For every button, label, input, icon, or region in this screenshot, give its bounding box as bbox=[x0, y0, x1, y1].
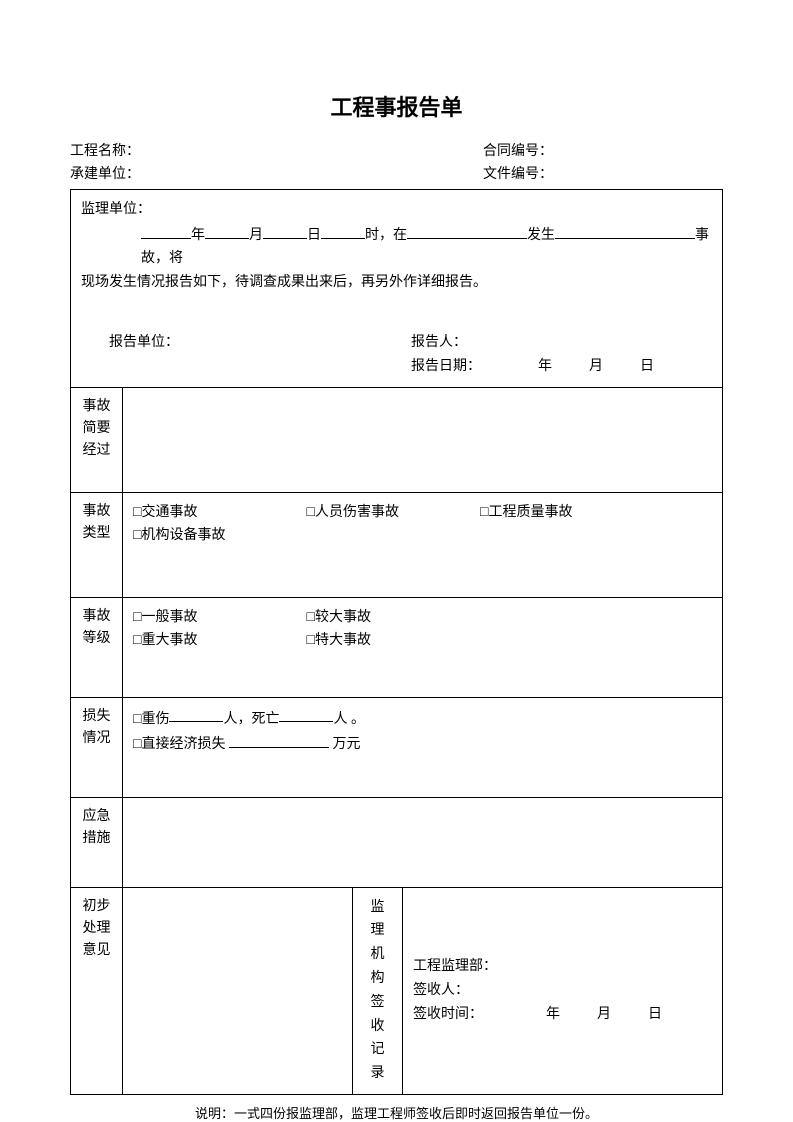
label-type-text: 事故类型 bbox=[83, 501, 111, 546]
chk-general[interactable]: □一般事故 bbox=[133, 606, 303, 630]
label-brief: 事故简要经过 bbox=[71, 387, 123, 492]
blank-hour[interactable] bbox=[321, 222, 365, 239]
label-emerg-text: 应急措施 bbox=[83, 806, 111, 851]
label-level: 事故等级 bbox=[71, 597, 123, 697]
cell-type: □交通事故 □人员伤害事故 □工程质量事故 □机构设备事故 bbox=[123, 492, 723, 597]
so-time-row: 签收时间： 年 月 日 bbox=[413, 1003, 712, 1027]
cell-signoff: 工程监理部： 签收人： 签收时间： 年 月 日 bbox=[403, 887, 723, 1094]
loss-people2: 人 。 bbox=[333, 711, 365, 726]
so-l1: 监 理 bbox=[363, 896, 392, 944]
report-unit-label: 报告单位： bbox=[81, 331, 411, 379]
label-opinion-text: 初步处理意见 bbox=[83, 896, 111, 963]
supervisor-label: 监理单位： bbox=[81, 198, 712, 222]
cell-emerg[interactable] bbox=[123, 797, 723, 887]
loss-people1: 人，死亡 bbox=[223, 711, 279, 726]
incident-line-2: 现场发生情况报告如下，待调查成果出来后，再另外作详细报告。 bbox=[81, 271, 712, 295]
cell-level: □一般事故 □较大事故 □重大事故 □特大事故 bbox=[123, 597, 723, 697]
chk-major[interactable]: □重大事故 bbox=[133, 629, 303, 653]
footer-note: 说明：一式四份报监理部，监理工程师签收后即时返回报告单位一份。 bbox=[70, 1103, 723, 1122]
blank-death[interactable] bbox=[279, 706, 333, 723]
rd-day: 日 bbox=[640, 359, 654, 374]
loss-econ-unit: 万元 bbox=[332, 737, 360, 752]
reporter-label: 报告人： bbox=[411, 331, 712, 355]
chk-quality[interactable]: □工程质量事故 bbox=[480, 501, 650, 525]
blank-year[interactable] bbox=[141, 222, 191, 239]
so-time-label: 签收时间： bbox=[413, 1007, 483, 1022]
so-l2: 机 构 bbox=[363, 943, 392, 991]
label-signoff: 监 理 机 构 签 收 记 录 bbox=[353, 887, 403, 1094]
incident-line: 年月日时，在发生事故，将 bbox=[81, 222, 712, 271]
label-emerg: 应急措施 bbox=[71, 797, 123, 887]
txt-occur: 发生 bbox=[527, 228, 555, 243]
blank-place[interactable] bbox=[407, 222, 527, 239]
builder-label: 承建单位： bbox=[70, 163, 483, 183]
blank-day[interactable] bbox=[263, 222, 307, 239]
report-date-label: 报告日期： bbox=[411, 359, 481, 374]
report-table: 监理单位： 年月日时，在发生事故，将 现场发生情况报告如下，待调查成果出来后，再… bbox=[70, 189, 723, 1095]
chk-extra[interactable]: □特大事故 bbox=[307, 629, 477, 653]
doc-no-label: 文件编号： bbox=[483, 163, 723, 183]
page-title: 工程事报告单 bbox=[70, 90, 723, 122]
blank-econ[interactable] bbox=[229, 731, 329, 748]
txt-year: 年 bbox=[191, 228, 205, 243]
header-row-2: 承建单位： 文件编号： bbox=[70, 163, 723, 183]
blank-what[interactable] bbox=[555, 222, 695, 239]
label-brief-text: 事故简要经过 bbox=[83, 396, 111, 463]
txt-month: 月 bbox=[249, 228, 263, 243]
cell-loss: □重伤 人，死亡 人 。 □直接经济损失 万元 bbox=[123, 697, 723, 797]
blank-month[interactable] bbox=[205, 222, 249, 239]
contract-no-label: 合同编号： bbox=[483, 140, 723, 160]
txt-day: 日 bbox=[307, 228, 321, 243]
loss-econ-prefix[interactable]: □直接经济损失 bbox=[133, 737, 225, 752]
txt-hour: 时，在 bbox=[365, 228, 407, 243]
rd-year: 年 bbox=[538, 359, 552, 374]
so-day: 日 bbox=[648, 1007, 662, 1022]
so-month: 月 bbox=[597, 1007, 611, 1022]
chk-injury[interactable]: □人员伤害事故 bbox=[307, 501, 477, 525]
so-dept: 工程监理部： bbox=[413, 955, 712, 979]
project-name-label: 工程名称： bbox=[70, 140, 483, 160]
chk-larger[interactable]: □较大事故 bbox=[307, 606, 477, 630]
label-level-text: 事故等级 bbox=[83, 606, 111, 651]
rd-month: 月 bbox=[589, 359, 603, 374]
label-opinion: 初步处理意见 bbox=[71, 887, 123, 1094]
chk-traffic[interactable]: □交通事故 bbox=[133, 501, 303, 525]
top-section: 监理单位： 年月日时，在发生事故，将 现场发生情况报告如下，待调查成果出来后，再… bbox=[71, 190, 723, 388]
blank-injury[interactable] bbox=[169, 706, 223, 723]
header-row-1: 工程名称： 合同编号： bbox=[70, 140, 723, 160]
so-year: 年 bbox=[546, 1007, 560, 1022]
loss-injury-prefix[interactable]: □重伤 bbox=[133, 711, 169, 726]
cell-opinion[interactable] bbox=[123, 887, 353, 1094]
sig-block: 报告单位： 报告人： 报告日期： 年 月 日 bbox=[81, 331, 712, 379]
so-l3: 签 收 bbox=[363, 991, 392, 1039]
label-loss: 损失情况 bbox=[71, 697, 123, 797]
report-date-row: 报告日期： 年 月 日 bbox=[411, 355, 712, 379]
chk-equipment[interactable]: □机构设备事故 bbox=[133, 524, 303, 548]
cell-brief[interactable] bbox=[123, 387, 723, 492]
label-type: 事故类型 bbox=[71, 492, 123, 597]
label-loss-text: 损失情况 bbox=[83, 706, 111, 751]
so-l4: 记 录 bbox=[363, 1038, 392, 1086]
so-person: 签收人： bbox=[413, 979, 712, 1003]
